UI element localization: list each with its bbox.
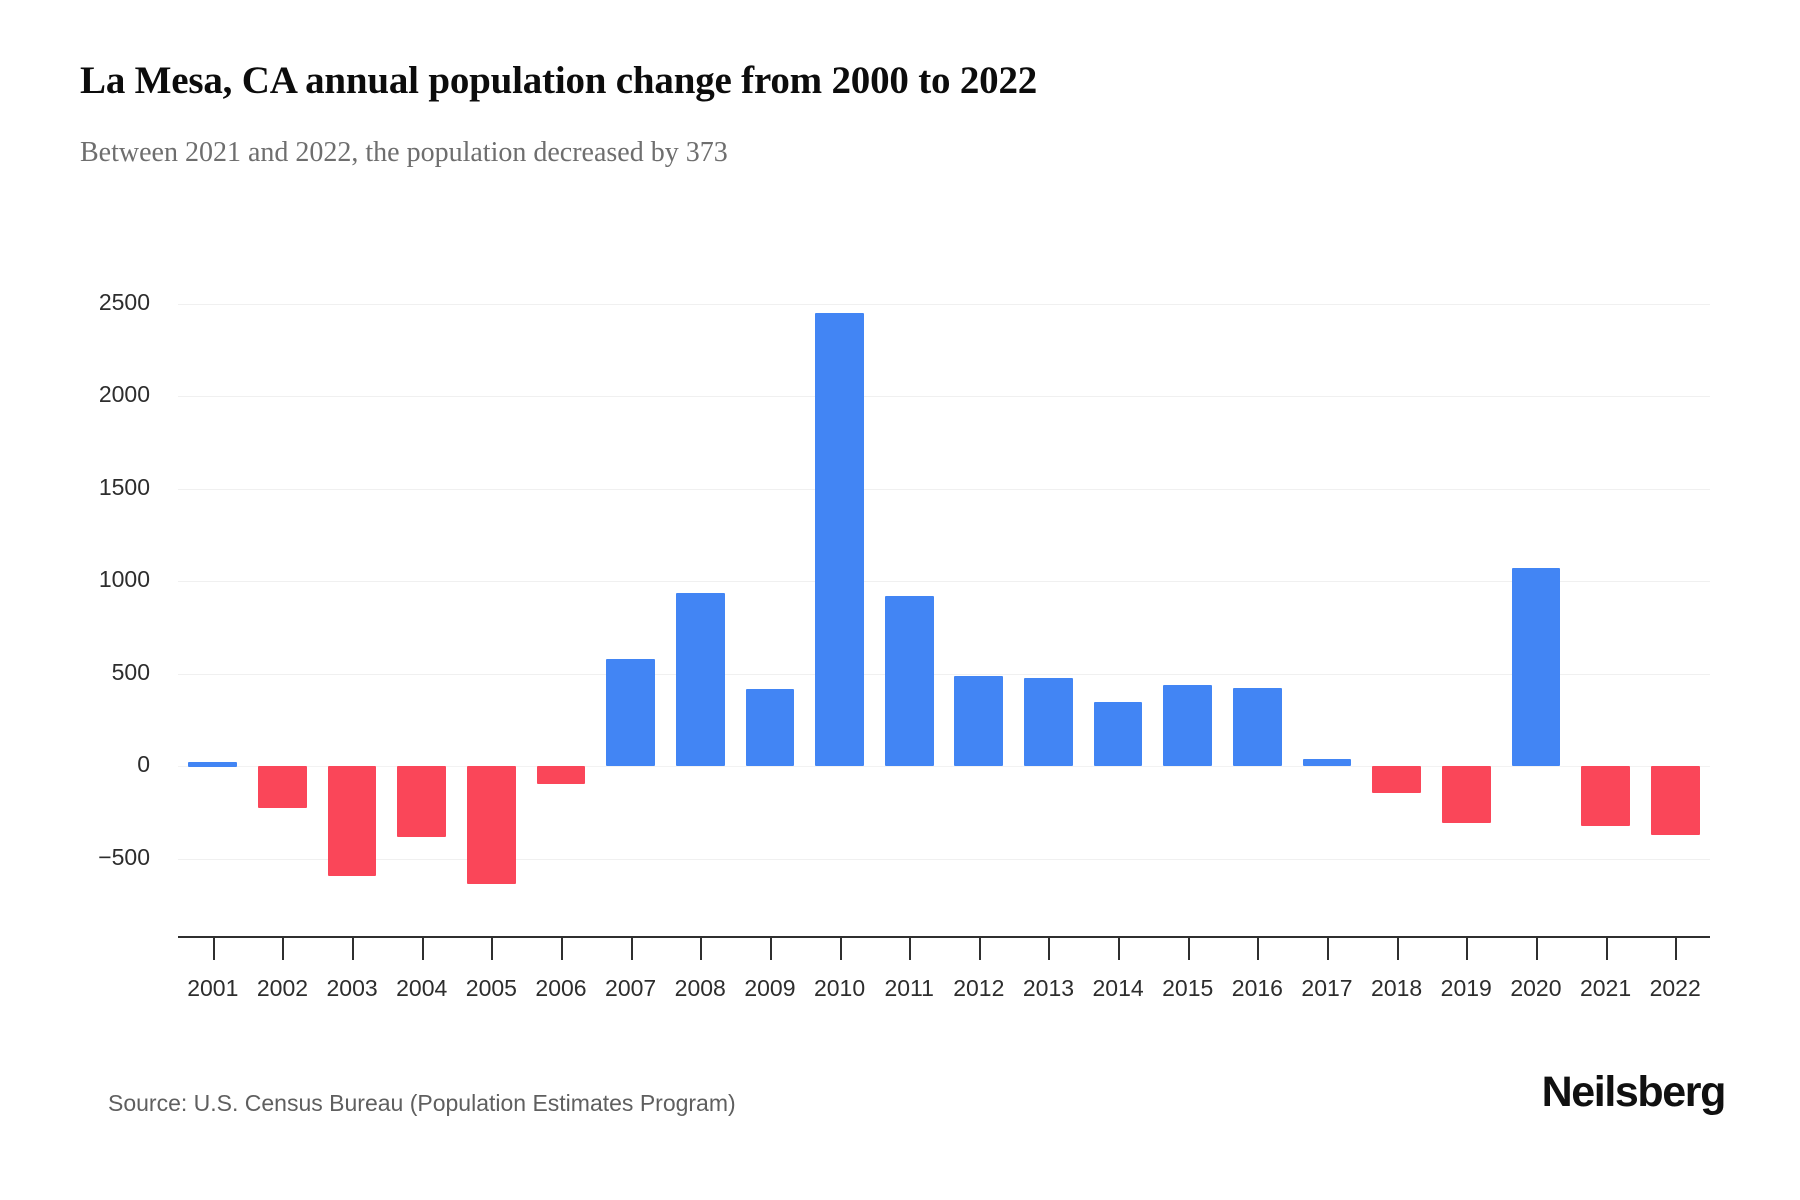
plot-area: [178, 285, 1710, 905]
x-axis-label-2011: 2011: [884, 975, 934, 1001]
bar-2013[interactable]: [1024, 678, 1073, 767]
x-axis-label-2004: 2004: [396, 975, 448, 1001]
gridline: [178, 858, 1710, 860]
bar-2022[interactable]: [1650, 766, 1700, 836]
x-axis-tick: [1535, 937, 1538, 960]
bar-2019[interactable]: [1441, 766, 1491, 823]
gridline: [178, 673, 1710, 675]
gridline: [178, 303, 1710, 305]
chart-subtitle: Between 2021 and 2022, the population de…: [80, 137, 728, 168]
x-axis-tick: [1118, 937, 1121, 960]
x-axis-label-2006: 2006: [535, 975, 587, 1001]
x-axis-line: [178, 936, 1710, 938]
bar-2015[interactable]: [1163, 684, 1213, 767]
x-axis-label-2005: 2005: [465, 975, 517, 1001]
x-axis-tick: [1396, 937, 1399, 960]
y-axis-tick-label: 500: [111, 658, 150, 685]
bar-2005[interactable]: [466, 766, 516, 884]
x-axis-tick: [909, 937, 912, 960]
x-axis-label-2013: 2013: [1022, 975, 1075, 1001]
bar-2011[interactable]: [884, 595, 934, 767]
bar-2021[interactable]: [1581, 766, 1630, 827]
bar-2008[interactable]: [675, 593, 725, 767]
bar-2017[interactable]: [1302, 758, 1352, 767]
y-axis-tick-label: 1000: [98, 566, 150, 593]
x-axis-label-2021: 2021: [1579, 975, 1632, 1001]
x-axis-label-2009: 2009: [744, 975, 796, 1001]
x-axis-label-2008: 2008: [674, 975, 726, 1001]
gridline: [178, 488, 1710, 490]
x-axis-label-2002: 2002: [256, 975, 309, 1001]
x-axis-label-2010: 2010: [813, 975, 866, 1001]
x-axis-label-2017: 2017: [1301, 975, 1353, 1001]
x-axis-label-2018: 2018: [1371, 975, 1423, 1001]
y-axis-tick-label: 0: [137, 751, 150, 778]
x-axis-tick: [491, 937, 494, 960]
y-axis-tick-label: 2000: [98, 381, 150, 408]
x-axis-tick: [421, 937, 424, 960]
x-axis-label-2012: 2012: [953, 975, 1005, 1001]
x-axis-tick: [630, 937, 633, 960]
x-axis-label-2007: 2007: [605, 975, 657, 1001]
x-axis-tick: [1466, 937, 1469, 960]
x-axis-tick: [1675, 937, 1678, 960]
x-axis-label-2001: 2001: [187, 975, 239, 1001]
x-axis-tick: [769, 937, 772, 960]
bar-2007[interactable]: [606, 658, 655, 767]
x-axis-tick: [978, 937, 981, 960]
bar-2006[interactable]: [536, 766, 586, 784]
x-axis-label-2019: 2019: [1440, 975, 1492, 1001]
x-axis-tick: [282, 937, 285, 960]
x-axis-label-2016: 2016: [1231, 975, 1283, 1001]
bar-2014[interactable]: [1093, 702, 1143, 767]
x-axis-tick: [352, 937, 355, 960]
bar-2002[interactable]: [258, 766, 307, 808]
x-axis-tick: [561, 937, 563, 960]
x-axis-label-2014: 2014: [1092, 975, 1144, 1001]
x-axis-tick: [212, 937, 215, 960]
bar-2012[interactable]: [954, 675, 1004, 767]
y-axis-tick-label: 2500: [98, 288, 150, 315]
x-axis-tick: [1605, 937, 1608, 960]
x-axis-tick: [1257, 937, 1260, 960]
x-axis-label-2015: 2015: [1162, 975, 1214, 1001]
bar-2001[interactable]: [188, 761, 238, 767]
page-title: La Mesa, CA annual population change fro…: [80, 59, 1038, 102]
x-axis-tick: [839, 937, 842, 960]
bar-series: [178, 285, 1710, 905]
bar-2010[interactable]: [815, 312, 864, 767]
bar-2003[interactable]: [327, 766, 377, 877]
bar-2009[interactable]: [745, 689, 795, 767]
bar-2004[interactable]: [397, 766, 447, 837]
gridline: [178, 396, 1710, 398]
x-axis-label-2020: 2020: [1510, 975, 1562, 1001]
x-axis-tick: [1327, 937, 1329, 960]
gridline: [178, 766, 1710, 768]
bar-2020[interactable]: [1511, 568, 1561, 767]
source-note: Source: U.S. Census Bureau (Population E…: [108, 1090, 736, 1116]
gridline: [178, 581, 1710, 583]
x-axis-tick: [1187, 937, 1190, 960]
bar-2018[interactable]: [1372, 766, 1421, 794]
brand-logo: Neilsberg: [1541, 1068, 1727, 1116]
x-axis-label-2022: 2022: [1649, 975, 1701, 1001]
x-axis-tick: [1048, 937, 1051, 960]
y-axis-tick-label: −500: [98, 843, 150, 870]
bar-2016[interactable]: [1232, 687, 1282, 767]
x-axis-label-2003: 2003: [326, 975, 378, 1001]
x-axis-tick: [700, 937, 703, 960]
y-axis-tick-label: 1500: [98, 473, 150, 500]
